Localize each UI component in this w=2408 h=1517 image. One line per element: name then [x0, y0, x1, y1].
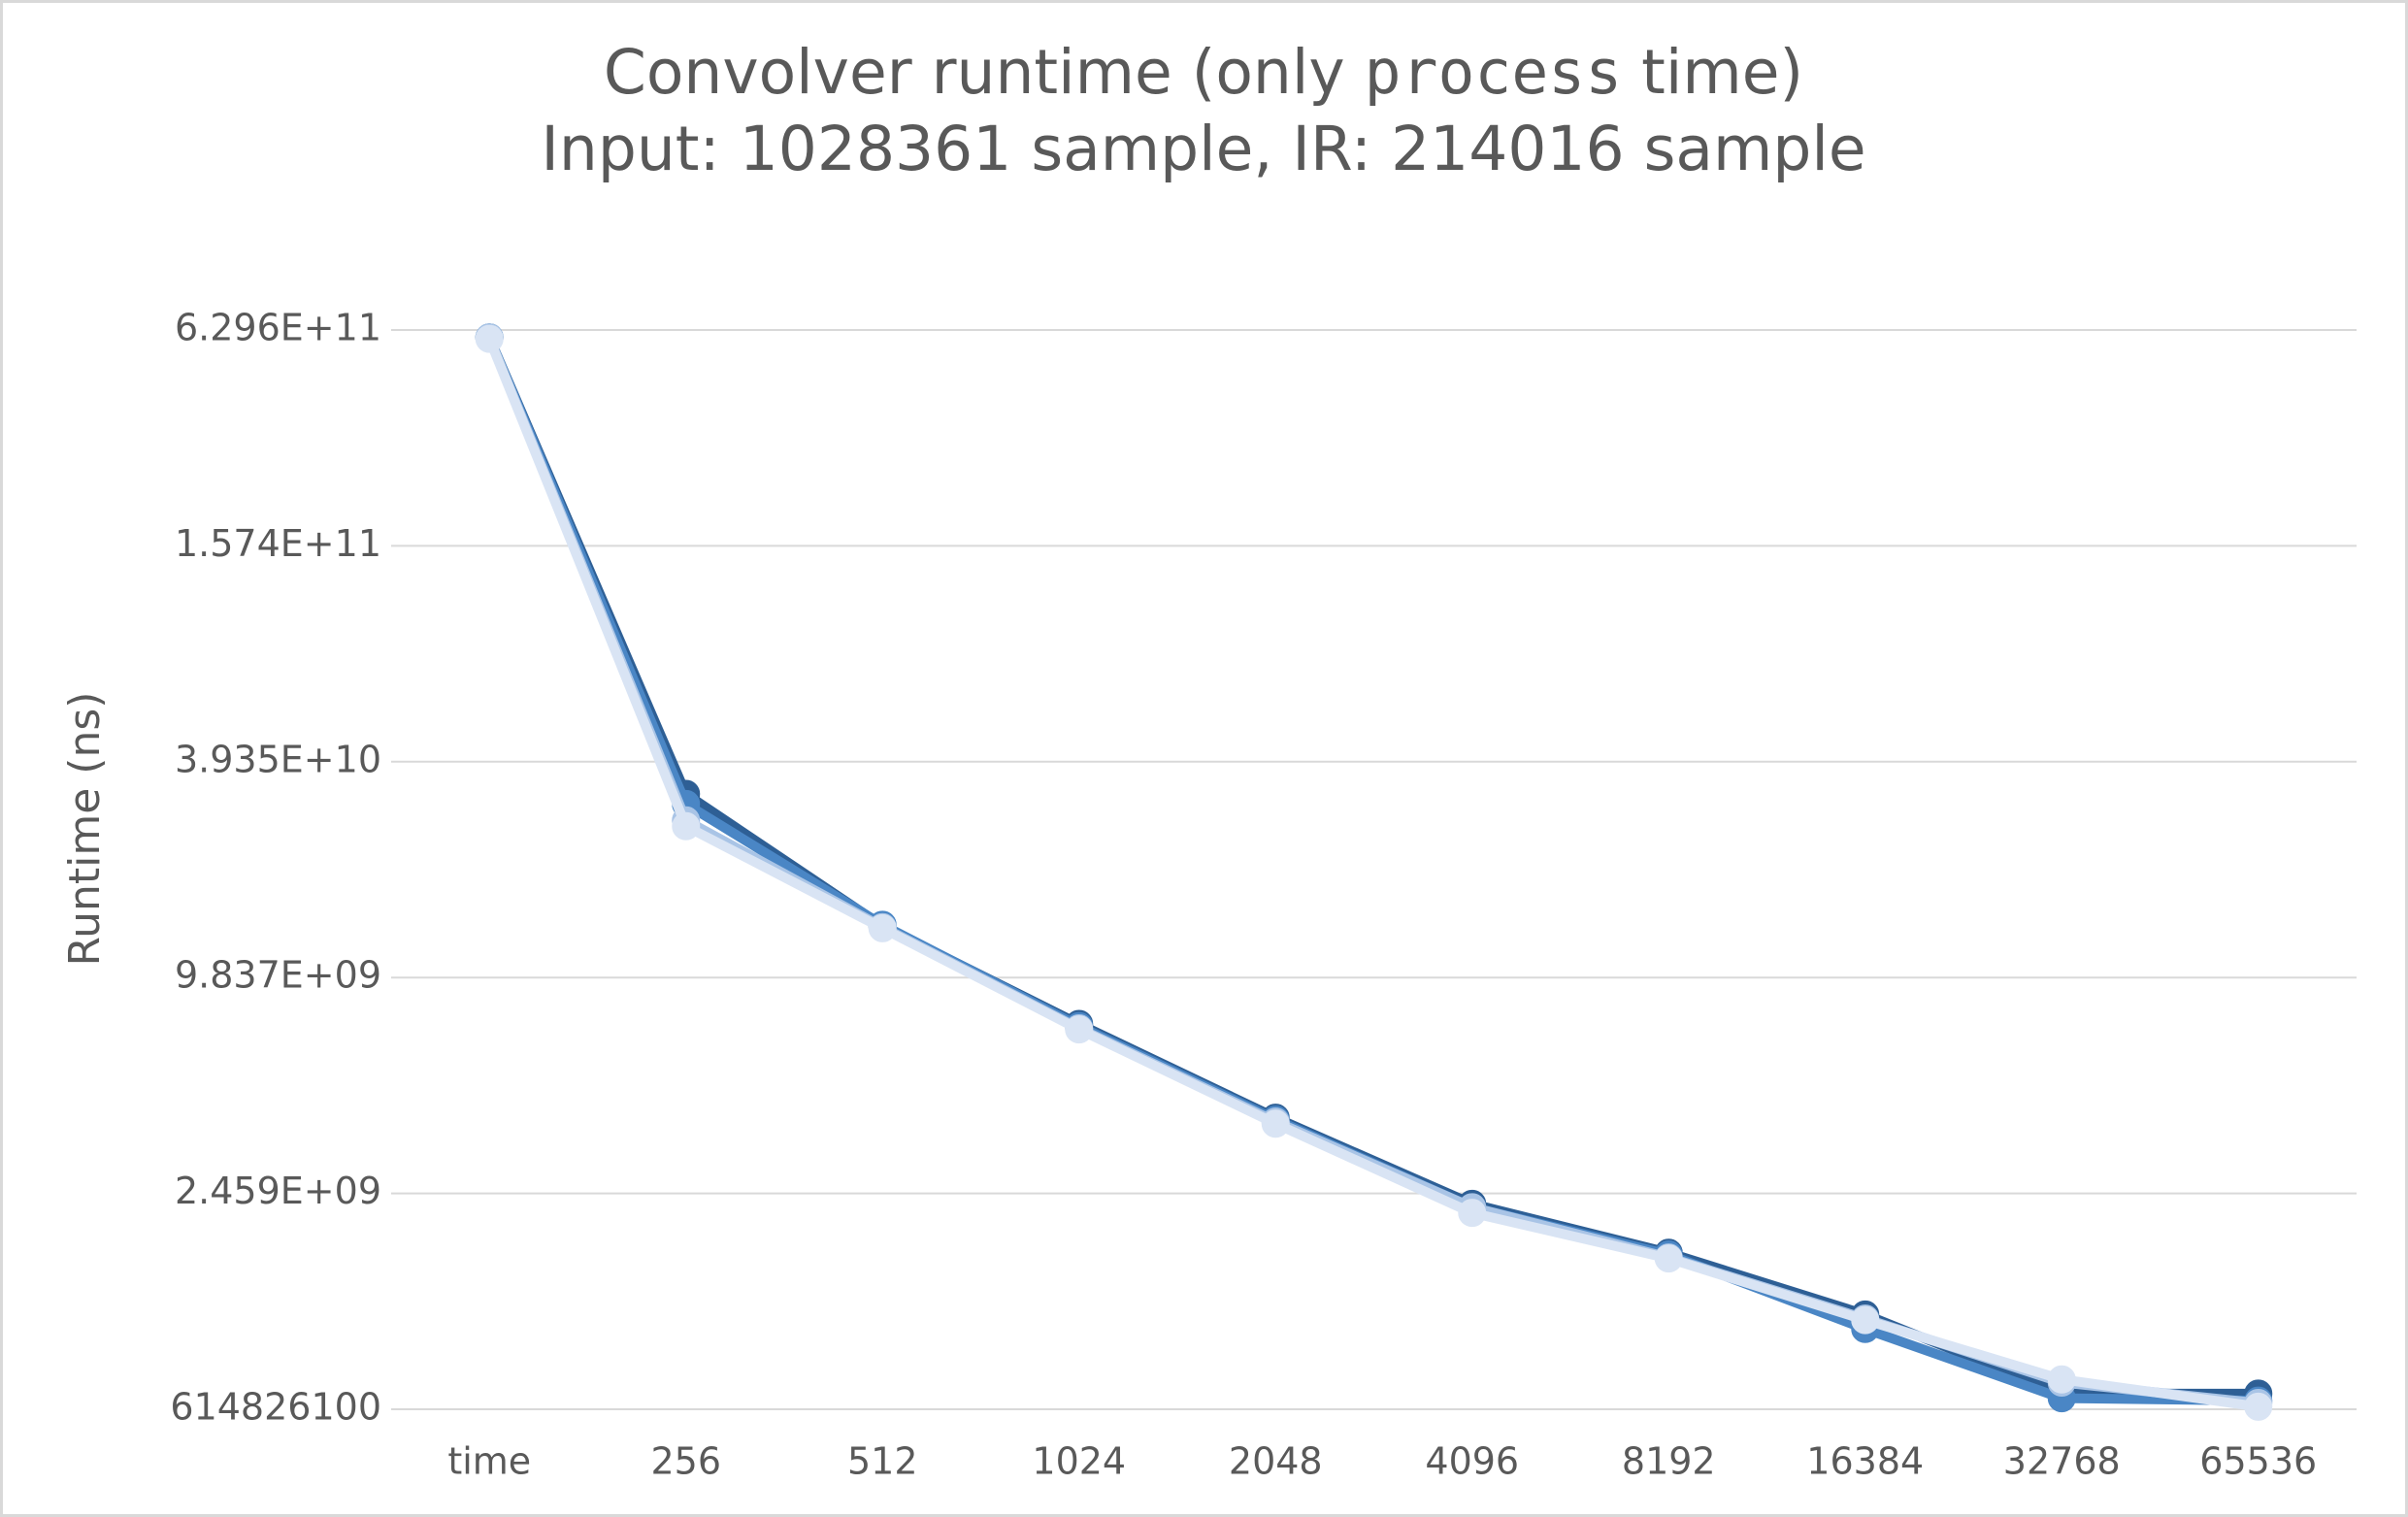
data-point [2047, 1365, 2076, 1394]
x-tick-label: 512 [847, 1440, 918, 1483]
x-tick-label: 8192 [1622, 1440, 1716, 1483]
y-tick-label: 614826100 [170, 1386, 381, 1429]
y-tick-label: 9.837E+09 [175, 954, 381, 997]
x-tick-label: 2048 [1229, 1440, 1323, 1483]
data-point [1654, 1244, 1683, 1273]
data-point [475, 324, 504, 353]
data-point [1261, 1109, 1290, 1138]
x-tick-label: 32768 [2003, 1440, 2121, 1483]
x-tick-label: 256 [650, 1440, 721, 1483]
x-tick-label: time [447, 1440, 531, 1483]
y-tick-label: 6.296E+11 [175, 307, 381, 349]
y-tick-label: 1.574E+11 [175, 522, 381, 565]
x-tick-label: 4096 [1425, 1440, 1519, 1483]
y-tick-label: 2.459E+09 [175, 1170, 381, 1212]
data-point [672, 811, 701, 841]
data-point [1458, 1199, 1487, 1228]
data-point [868, 913, 897, 942]
data-point [1851, 1305, 1880, 1335]
data-point [2244, 1392, 2273, 1421]
chart-title: Convolver runtime (only process time) [604, 37, 1803, 108]
x-tick-label: 65536 [2199, 1440, 2317, 1483]
chart-subtitle: Input: 1028361 sample, IR: 214016 sample [541, 114, 1865, 184]
data-point [1065, 1015, 1094, 1044]
series-line [484, 337, 2260, 1412]
x-tick-label: 16384 [1806, 1440, 1924, 1483]
y-tick-label: 3.935E+10 [175, 738, 381, 780]
y-axis-label: Runtime (ns) [60, 692, 110, 967]
x-tick-label: 1024 [1032, 1440, 1126, 1483]
